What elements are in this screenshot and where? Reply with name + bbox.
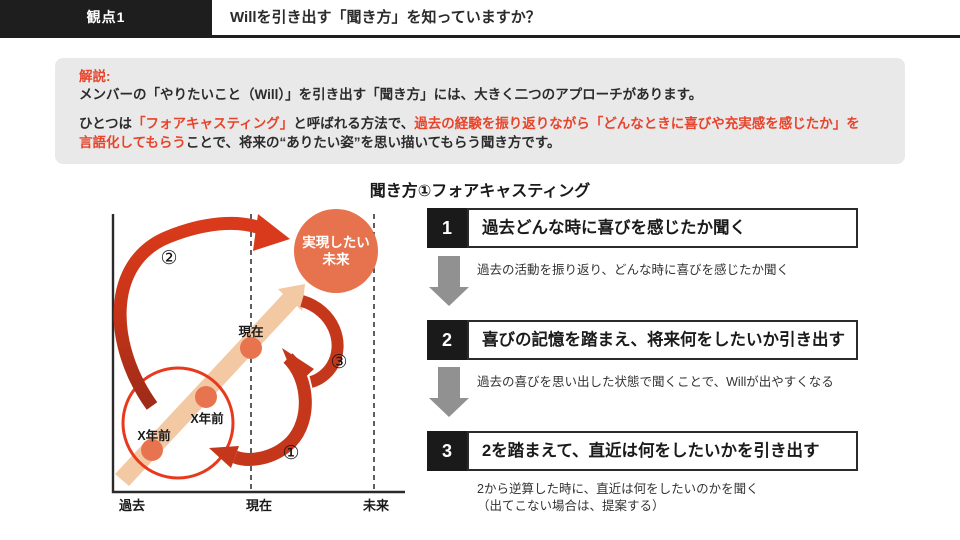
future-circle-label: 実現したい 未来 xyxy=(276,234,396,268)
down-arrow-step1 xyxy=(429,256,469,306)
step-desc-2: 過去の喜びを思い出した状態で聞くことで、Willが出やすくなる xyxy=(477,375,834,389)
axis-label-future: 未来 xyxy=(362,498,389,513)
curve-arrow-2 xyxy=(113,216,263,410)
circled-number-2: ② xyxy=(160,248,178,269)
diagram-title: 聞き方①フォアキャスティング xyxy=(369,183,591,200)
past-highlight-circle xyxy=(121,366,235,480)
point-label-x-years-low: X年前 xyxy=(137,429,171,443)
circled-number-1: ① xyxy=(282,443,300,464)
point-label-present: 現在 xyxy=(238,325,264,339)
timeline-dot-x-years-low xyxy=(141,439,163,461)
step-title-3: 2を踏まえて、直近は何をしたいかを引き出す xyxy=(467,431,858,471)
step-desc-3-line2: （出てこない場合は、提案する） xyxy=(477,499,665,513)
explanation-seg-6: ことで、将来の“ありたい姿”を思い描いてもらう聞き方です。 xyxy=(185,135,561,150)
explanation-panel: 解説: メンバーの「やりたいこと（Will）」を引き出す「聞き方」には、大きく二… xyxy=(55,58,905,164)
curve-arrow-3 xyxy=(299,295,344,388)
down-arrow-step2 xyxy=(429,367,469,417)
explanation-seg-2: 「フォアキャスティング」 xyxy=(132,116,294,131)
curve-arrow-2-head xyxy=(253,214,290,251)
timeline-dot-present xyxy=(240,337,262,359)
explanation-seg-4: 過去の経験を振り返りながら「どんなときに喜びや充実感を感じたか」を xyxy=(414,116,860,131)
step-desc-1: 過去の活動を振り返り、どんな時に喜びを感じたか聞く xyxy=(477,263,790,277)
step-title-2: 喜びの記憶を踏まえ、将来何をしたいか引き出す xyxy=(467,320,858,360)
axis-label-present: 現在 xyxy=(245,498,272,513)
step-number-badge-3: 3 xyxy=(427,431,467,471)
point-label-x-years-mid: X年前 xyxy=(190,412,224,426)
growth-arrow xyxy=(115,284,305,486)
perspective-badge: 観点1 xyxy=(0,0,212,35)
step-title-1: 過去どんな時に喜びを感じたか聞く xyxy=(467,208,858,248)
step-desc-3-line1: 2から逆算した時に、直近は何をしたいのかを聞く xyxy=(477,482,759,496)
axis-lines xyxy=(111,214,405,494)
axis-label-past: 過去 xyxy=(118,498,145,513)
curve-arrow-1 xyxy=(232,353,312,466)
header-bar: 観点1 Willを引き出す「聞き方」を知っていますか？ xyxy=(0,0,960,38)
explanation-seg-3: と呼ばれる方法で、 xyxy=(293,116,415,131)
step-number-badge-1: 1 xyxy=(427,208,467,248)
future-circle-line1: 実現したい xyxy=(302,235,370,250)
explanation-line-1: メンバーの「やりたいこと（Will）」を引き出す「聞き方」には、大きく二つのアプ… xyxy=(79,87,703,102)
explanation-seg-5: 言語化してもらう xyxy=(79,135,186,150)
page-title: Willを引き出す「聞き方」を知っていますか？ xyxy=(230,9,541,26)
future-circle xyxy=(294,209,378,293)
curve-arrow-1-head xyxy=(209,446,239,468)
explanation-label: 解説: xyxy=(79,69,111,84)
explanation-paragraph-2: ひとつは「フォアキャスティング」と呼ばれる方法で、過去の経験を振り返りながら「ど… xyxy=(79,114,881,152)
timeline-dot-x-years-mid xyxy=(195,386,217,408)
explanation-seg-1: ひとつは xyxy=(79,116,133,131)
step-number-badge-2: 2 xyxy=(427,320,467,360)
future-circle-line2: 未来 xyxy=(322,252,350,267)
circled-number-3: ③ xyxy=(330,352,348,373)
